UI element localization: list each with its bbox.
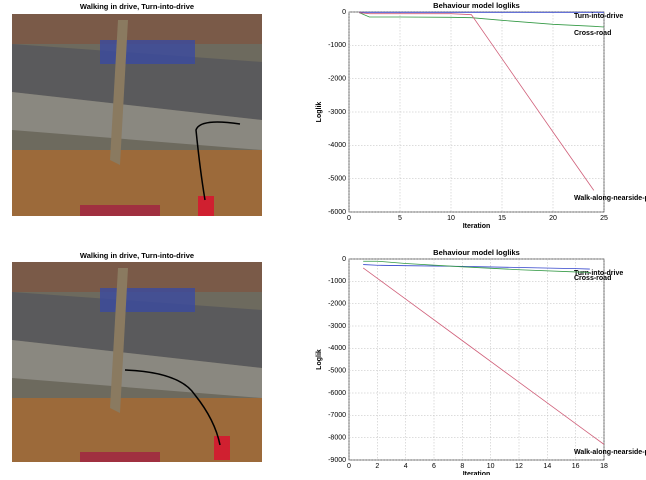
plot-area bbox=[349, 259, 604, 460]
x-tick-label: 10 bbox=[447, 215, 455, 222]
y-axis-label: Loglik bbox=[316, 349, 323, 370]
x-tick-label: 8 bbox=[460, 463, 464, 470]
y-tick-label: -8000 bbox=[328, 435, 346, 442]
y-tick-label: -1000 bbox=[328, 42, 346, 49]
series-label: Walk-along-nearside-p bbox=[574, 195, 646, 202]
y-tick-label: -2000 bbox=[328, 76, 346, 83]
photo: Walking in drive, Turn-into-drive bbox=[12, 251, 262, 462]
series-label: Walk-along-nearside-p bbox=[574, 449, 646, 456]
x-tick-label: 4 bbox=[404, 463, 408, 470]
y-tick-label: -6000 bbox=[328, 390, 346, 397]
chart-title: Behaviour model logliks bbox=[433, 1, 520, 10]
x-tick-label: 6 bbox=[432, 463, 436, 470]
photo-title: Walking in drive, Turn-into-drive bbox=[80, 251, 194, 260]
y-tick-label: -1000 bbox=[328, 278, 346, 285]
y-tick-label: -7000 bbox=[328, 412, 346, 419]
x-axis-label: Iteration bbox=[463, 223, 491, 230]
x-tick-label: 0 bbox=[347, 463, 351, 470]
y-tick-label: -4000 bbox=[328, 345, 346, 352]
y-tick-label: -5000 bbox=[328, 176, 346, 183]
photo: Walking in drive, Turn-into-drive bbox=[12, 2, 262, 216]
y-tick-label: 0 bbox=[342, 256, 346, 263]
x-tick-label: 25 bbox=[600, 215, 608, 222]
y-tick-label: -4000 bbox=[328, 142, 346, 149]
chart-title: Behaviour model logliks bbox=[433, 248, 520, 257]
photo-title: Walking in drive, Turn-into-drive bbox=[80, 2, 194, 11]
x-tick-label: 16 bbox=[572, 463, 580, 470]
series-label: Cross-road bbox=[574, 30, 611, 37]
y-tick-label: -2000 bbox=[328, 301, 346, 308]
x-tick-label: 2 bbox=[375, 463, 379, 470]
y-tick-label: 0 bbox=[342, 9, 346, 16]
line-chart: Behaviour model logliks 0 5 10 15 20 25 0 -1000 -… bbox=[316, 1, 646, 230]
page: Walking in drive, Turn-into-drive Walkin… bbox=[0, 0, 646, 480]
figure: Walking in drive, Turn-into-drive Walkin… bbox=[0, 0, 646, 475]
x-tick-label: 12 bbox=[515, 463, 523, 470]
y-tick-label: -5000 bbox=[328, 368, 346, 375]
x-tick-label: 14 bbox=[543, 463, 551, 470]
y-axis-label: Loglik bbox=[316, 102, 323, 123]
x-tick-label: 20 bbox=[549, 215, 557, 222]
x-tick-label: 0 bbox=[347, 215, 351, 222]
series-label: Cross-road bbox=[574, 275, 611, 282]
x-tick-label: 10 bbox=[487, 463, 495, 470]
y-tick-label: -6000 bbox=[328, 209, 346, 216]
series-label: Turn-into-drive bbox=[574, 13, 623, 20]
x-axis-label: Iteration bbox=[463, 471, 491, 475]
y-tick-label: -3000 bbox=[328, 323, 346, 330]
x-tick-label: 15 bbox=[498, 215, 506, 222]
y-tick-label: -9000 bbox=[328, 457, 346, 464]
y-tick-label: -3000 bbox=[328, 109, 346, 116]
x-tick-label: 5 bbox=[398, 215, 402, 222]
x-tick-label: 18 bbox=[600, 463, 608, 470]
